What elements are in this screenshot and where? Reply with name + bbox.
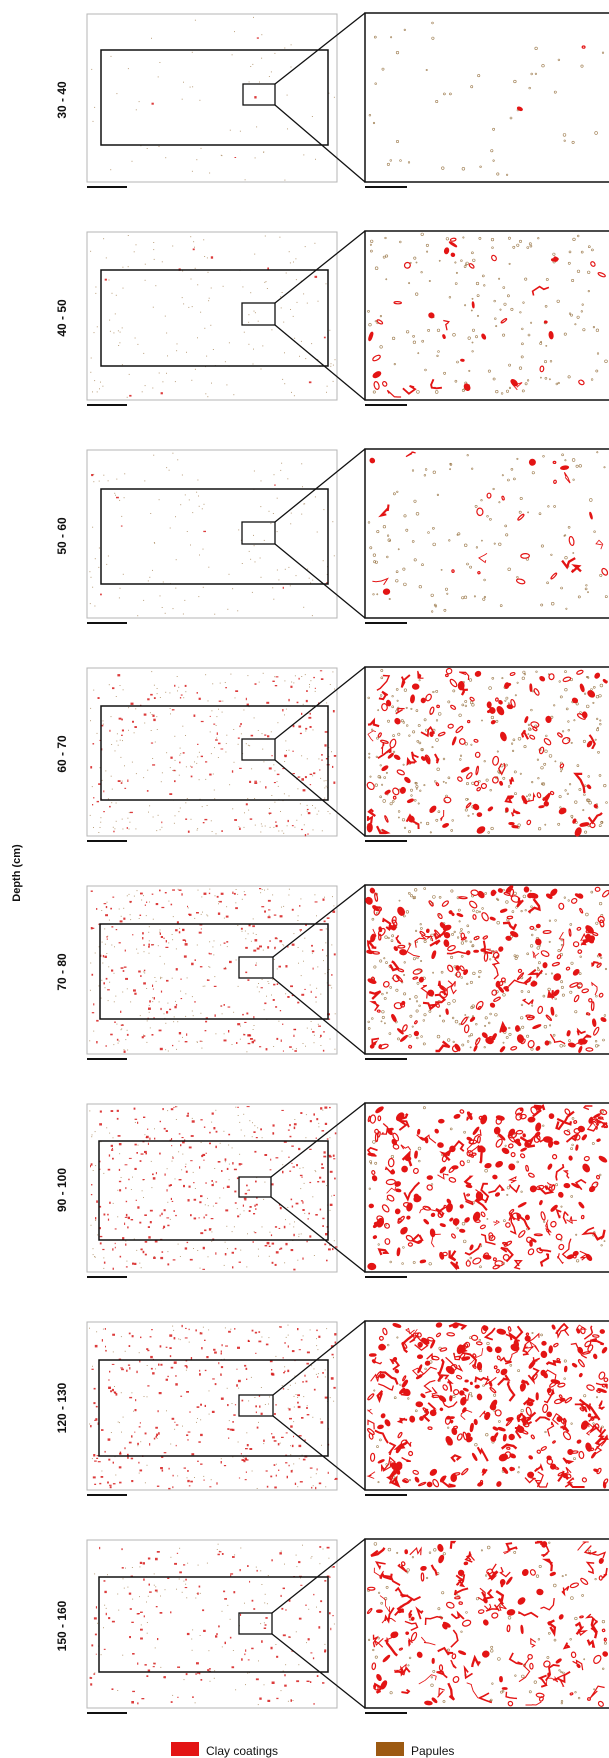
- legend-label-clay-coatings: Clay coatings: [206, 1744, 278, 1758]
- legend-label-papules: Papules: [411, 1744, 454, 1758]
- depth-label: 90 - 100: [55, 1168, 69, 1212]
- panel-row: 40 - 50: [55, 231, 609, 406]
- legend-swatch-clay-coatings: [171, 1742, 199, 1756]
- panel-row: 120 - 130: [55, 1321, 609, 1496]
- scale-bar: [365, 1712, 407, 1714]
- depth-label: 70 - 80: [55, 953, 69, 991]
- y-axis-label: Depth (cm): [11, 844, 23, 902]
- scale-bar: [365, 622, 407, 624]
- panel-row: 90 - 100: [55, 1103, 609, 1278]
- scale-bar: [365, 1058, 407, 1060]
- panel-row: 60 - 70: [55, 667, 609, 842]
- scale-bar: [365, 1494, 407, 1496]
- depth-label: 60 - 70: [55, 735, 69, 773]
- rows: 30 - 40 40 - 50 50 - 60 60 - 70 70 - 80 90 - …: [55, 13, 609, 1714]
- depth-label: 50 - 60: [55, 517, 69, 555]
- scale-bar: [365, 840, 407, 842]
- panel-row: 150 - 160: [55, 1539, 609, 1714]
- overview-frame: [87, 1540, 337, 1708]
- overview-frame: [87, 450, 337, 618]
- depth-label: 40 - 50: [55, 299, 69, 337]
- overview-frame: [87, 14, 337, 182]
- depth-label: 30 - 40: [55, 81, 69, 119]
- legend: Clay coatings Papules: [171, 1742, 454, 1758]
- overview-frame: [87, 1104, 337, 1272]
- depth-label: 150 - 160: [55, 1600, 69, 1651]
- overview-frame: [87, 886, 337, 1054]
- panel-row: 30 - 40: [55, 13, 609, 188]
- zoom-panel: [365, 13, 609, 182]
- panel-row: 70 - 80: [55, 885, 609, 1060]
- overview-frame: [87, 668, 337, 836]
- scale-bar: [365, 1276, 407, 1278]
- zoom-panel: [365, 667, 609, 836]
- legend-swatch-papules: [376, 1742, 404, 1756]
- scale-bar: [365, 404, 407, 406]
- depth-label: 120 - 130: [55, 1382, 69, 1433]
- zoom-panel: [365, 449, 609, 618]
- scale-bar: [365, 186, 407, 188]
- panel-row: 50 - 60: [55, 449, 609, 624]
